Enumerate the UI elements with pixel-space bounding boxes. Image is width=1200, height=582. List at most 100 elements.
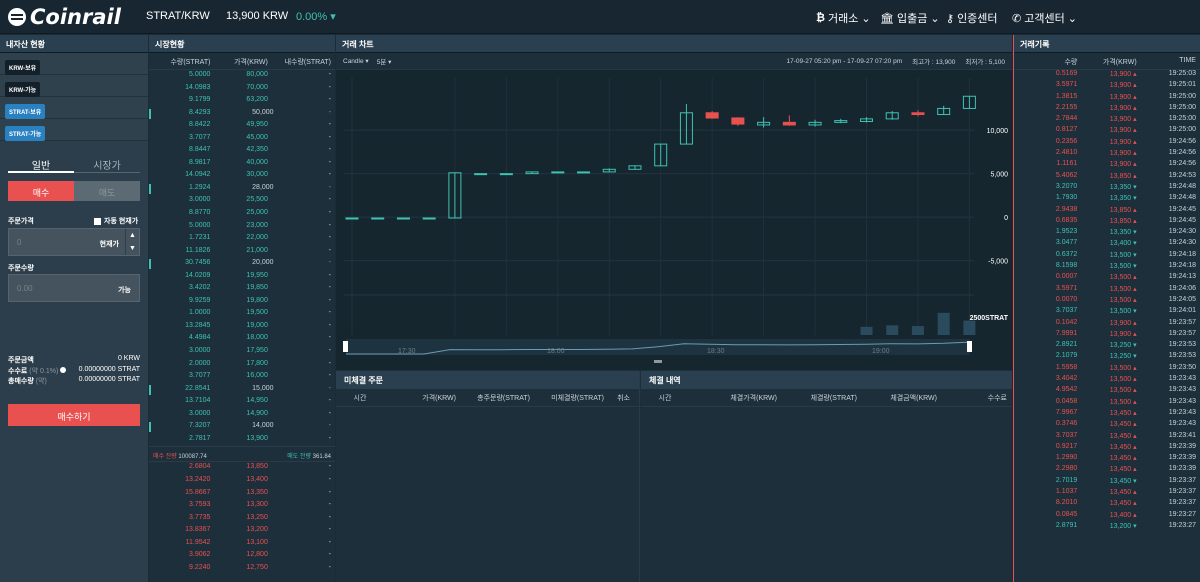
trade-time: 19:24:56 — [1168, 137, 1196, 145]
orderbook-row[interactable]: 3.0000 14,900 - — [149, 409, 335, 422]
submit-buy-button[interactable]: 매수하기 — [8, 404, 140, 426]
trade-row: 5.4062 13,850 ▴ 19:24:53 — [1014, 172, 1200, 183]
trade-price: 13,500 — [1109, 274, 1132, 282]
trade-price-cell: 13,500 ▴ — [1077, 375, 1137, 386]
orderbook-row[interactable]: 8.8422 49,950 - — [149, 120, 335, 133]
navigator-scroll-grip[interactable] — [654, 360, 662, 363]
price-unit: 현재가 — [99, 241, 119, 248]
orderbook-row[interactable]: 1.7231 22,000 - — [149, 233, 335, 246]
orderbook-cell-mine: - — [328, 221, 331, 229]
orderbook-row[interactable]: 8.8447 42,350 - — [149, 145, 335, 158]
arrow-up-icon: ▴ — [1131, 364, 1137, 372]
candlestick-chart[interactable]: 10,0005,0000-5,0002500STRAT0STRAT17:2017… — [336, 70, 1012, 370]
tag-strat-avail[interactable]: STRAT-가능 — [5, 126, 46, 141]
orderbook-row[interactable]: 8.9817 40,000 - — [149, 158, 335, 171]
orderbook-row[interactable]: 15.8667 13,350 - — [149, 488, 335, 501]
orderbook-cell-price: 80,000 — [246, 71, 268, 78]
tab-market[interactable]: 시장가 — [74, 153, 140, 173]
tag-krw-avail[interactable]: KRW-가능 — [5, 82, 41, 97]
auto-price-checkbox[interactable]: 자동 현재가 — [94, 216, 138, 226]
trade-price-cell: 13,500 ▴ — [1077, 296, 1137, 307]
orderbook-cell-price: 22,000 — [246, 234, 268, 242]
orderbook-row[interactable]: 9.2240 12,750 - — [149, 563, 335, 576]
trade-list: 0.5169 13,900 ▴ 19:25:03 3.5971 13,900 ▴ 19:2… — [1014, 70, 1200, 533]
orderbook-row[interactable]: 13.2420 13,400 - — [149, 475, 335, 488]
orderbook-row[interactable]: 14.0209 19,950 - — [149, 271, 335, 284]
sell-tab[interactable]: 매도 — [74, 181, 140, 201]
orderbook-row[interactable]: 2.6804 13,850 - — [149, 462, 335, 475]
nav-auth[interactable]: ⚷ 인증센터 — [946, 10, 998, 26]
coinrail-logo[interactable]: Coinrail — [8, 5, 121, 29]
buy-tab[interactable]: 매수 — [8, 181, 74, 201]
orderbook-row[interactable]: 4.4984 18,000 - — [149, 333, 335, 346]
price-change[interactable]: 0.00% ▾ — [296, 10, 336, 23]
orderbook-row[interactable]: 13.2845 19,000 - — [149, 321, 335, 334]
caret-down-icon[interactable]: ▼ — [129, 245, 136, 252]
nav-exchange[interactable]: ₿ 거래소 ⌄ — [816, 10, 871, 26]
nav-support[interactable]: ✆ 고객센터 ⌄ — [1012, 10, 1077, 26]
orderbook-cell-qty: 14.0209 — [185, 271, 211, 279]
orderbook-cell-mine: - — [328, 96, 331, 104]
orderbook-row[interactable]: 3.4202 19,850 - — [149, 283, 335, 296]
info-icon[interactable] — [60, 367, 67, 373]
arrow-down-icon: ▾ — [1131, 240, 1137, 248]
trade-row: 3.7037 13,450 ▴ 19:23:41 — [1014, 432, 1200, 443]
tag-krw-hold[interactable]: KRW-보유 — [5, 60, 41, 75]
amount-label: 주문금액 — [8, 357, 34, 364]
orderbook-row[interactable]: 5.0000 23,000 - — [149, 221, 335, 234]
orderbook-cell-mine: - — [328, 526, 331, 534]
trade-time: 19:23:27 — [1168, 521, 1196, 529]
trade-row: 0.6372 13,500 ▾ 19:24:18 — [1014, 251, 1200, 262]
price-input[interactable]: 0 현재가 ▲ ▼ — [8, 228, 140, 256]
orderbook-row[interactable]: 14.0942 30,000 - — [149, 170, 335, 183]
orderbook-row[interactable]: 11.9542 13,100 - — [149, 538, 335, 551]
orderbook-row[interactable]: 11.1826 21,000 - — [149, 246, 335, 259]
orderbook-row[interactable]: 13.7104 14,950 - — [149, 396, 335, 409]
orderbook-row[interactable]: 2.0000 17,800 - — [149, 359, 335, 372]
orderbook-row[interactable]: 9.9259 19,800 - — [149, 296, 335, 309]
market-pair[interactable]: STRAT/KRW — [146, 10, 210, 22]
chart-type-select[interactable]: Candle ▾ — [343, 57, 369, 65]
nav-deposit[interactable]: 🏛 입출금 ⌄ — [880, 10, 940, 26]
y-tick-label: -5,000 — [988, 259, 1008, 266]
orderbook-row[interactable]: 1.0000 19,500 - — [149, 308, 335, 321]
orderbook-row[interactable]: 9.1799 63,200 - — [149, 95, 335, 108]
orderbook-row[interactable]: 8.4293 50,000 - — [149, 108, 335, 121]
orderbook-row[interactable]: 1.2924 28,000 - — [149, 183, 335, 196]
orderbook-row[interactable]: 2.7817 13,900 - — [149, 434, 335, 447]
orderbook-row[interactable]: 7.3207 14,000 - — [149, 421, 335, 434]
orderbook-row[interactable]: 3.7077 45,000 - — [149, 133, 335, 146]
orderbook-row[interactable]: 30.7456 20,000 - — [149, 258, 335, 271]
navigator-right-handle[interactable] — [967, 341, 972, 352]
trade-time: 19:23:39 — [1168, 442, 1196, 450]
tab-normal[interactable]: 일반 — [8, 153, 74, 173]
interval-select[interactable]: 5분 ▾ — [377, 56, 392, 66]
trade-qty: 2.2980 — [1055, 465, 1078, 473]
orderbook-row[interactable]: 22.8541 15,000 - — [149, 384, 335, 397]
orderbook-row[interactable]: 3.0000 17,950 - — [149, 346, 335, 359]
orderbook-row[interactable]: 5.0000 80,000 - — [149, 70, 335, 83]
orderbook-cell-mine: - — [328, 551, 331, 559]
orderbook-row[interactable]: 3.7735 13,250 - — [149, 513, 335, 526]
qty-input[interactable]: 0.00 가능 — [8, 274, 140, 302]
fills-header: 시간 체결가격(KRW) 체결량(STRAT) 체결금액(KRW) 수수료 — [641, 389, 1012, 407]
orderbook-row[interactable]: 3.7077 16,000 - — [149, 371, 335, 384]
orderbook-row[interactable]: 3.0000 25,500 - — [149, 195, 335, 208]
range-navigator[interactable]: 17:30 18:00 18:30 19:00 — [336, 335, 1012, 365]
tag-strat-hold[interactable]: STRAT-보유 — [5, 104, 46, 119]
trade-price: 13,450 — [1109, 488, 1132, 496]
caret-up-icon[interactable]: ▲ — [129, 232, 136, 239]
orderbook-row[interactable]: 13.8367 13,200 - — [149, 525, 335, 538]
arrow-up-icon: ▴ — [1131, 274, 1137, 282]
orderbook-row[interactable]: 3.7593 13,300 - — [149, 500, 335, 513]
orderbook-row[interactable]: 8.8770 25,000 - — [149, 208, 335, 221]
orderbook-row[interactable]: 14.0983 70,000 - — [149, 83, 335, 96]
orderbook-totals: 매수 잔량 100087.74 매도 잔량 361.84 — [149, 446, 335, 463]
orderbook-cell-qty: 2.7817 — [189, 434, 211, 442]
price-stepper[interactable]: ▲ ▼ — [125, 229, 139, 255]
y-tick-label: 10,000 — [987, 128, 1009, 135]
navigator-left-handle[interactable] — [343, 341, 348, 352]
orderbook-cell-qty: 3.7077 — [189, 133, 211, 141]
orderbook-cell-price: 13,300 — [246, 501, 268, 509]
orderbook-row[interactable]: 3.9062 12,800 - — [149, 550, 335, 563]
